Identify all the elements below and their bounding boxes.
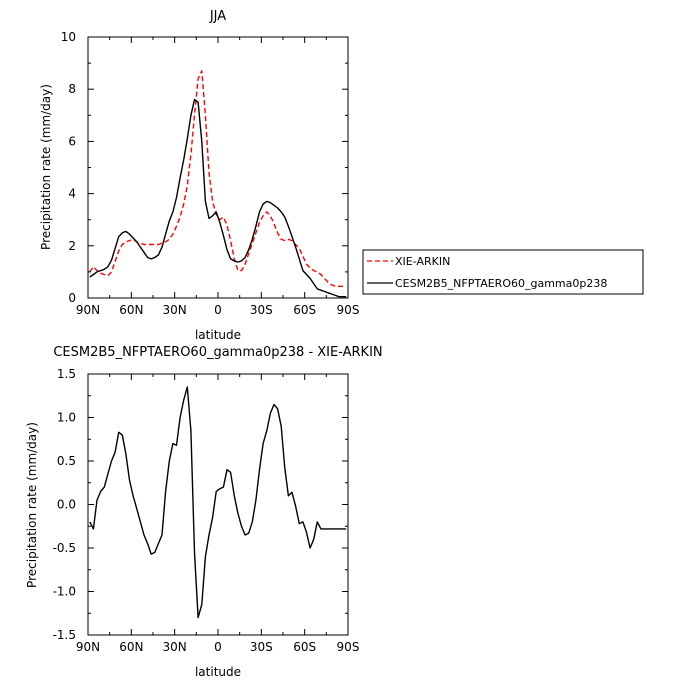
top-y-tick-label: 4 xyxy=(68,187,76,201)
bottom-x-tick-label: 60N xyxy=(119,640,143,654)
top-y-tick-label: 8 xyxy=(68,82,76,96)
bottom-x-tick-label: 90N xyxy=(76,640,100,654)
top-series-line-0 xyxy=(89,70,347,287)
bottom-x-tick-label: 0 xyxy=(214,640,222,654)
bottom-x-tick-label: 90S xyxy=(337,640,360,654)
legend: XIE-ARKIN CESM2B5_NFPTAERO60_gamma0p238 xyxy=(362,249,644,295)
top-y-tick-label: 10 xyxy=(61,30,76,44)
top-series-line-1 xyxy=(89,98,347,298)
bottom-y-axis-label: Precipitation rate (mm/day) xyxy=(25,422,39,588)
bottom-x-axis-label: latitude xyxy=(195,665,241,679)
top-x-tick-label: 90S xyxy=(337,303,360,317)
bottom-x-tick-label: 30N xyxy=(163,640,187,654)
bottom-y-tick-label: 1.0 xyxy=(57,411,76,425)
top-title: JJA xyxy=(209,9,226,24)
top-x-tick-label: 60N xyxy=(119,303,143,317)
top-y-tick-label: 0 xyxy=(68,291,76,305)
top-x-tick-label: 90N xyxy=(76,303,100,317)
bottom-series-group xyxy=(89,386,347,619)
top-plot-frame xyxy=(87,36,349,299)
legend-label-cesm: CESM2B5_NFPTAERO60_gamma0p238 xyxy=(395,277,607,290)
top-series-group xyxy=(89,70,347,298)
bottom-y-tick-label: -1.5 xyxy=(53,628,76,642)
top-x-axis-label: latitude xyxy=(195,328,241,342)
top-x-tick-label: 60S xyxy=(293,303,316,317)
top-y-tick-label: 6 xyxy=(68,134,76,148)
bottom-plot-frame xyxy=(87,373,349,636)
top-x-tick-label: 30S xyxy=(250,303,273,317)
top-y-tick-label: 2 xyxy=(68,239,76,253)
bottom-y-tick-label: 0.0 xyxy=(57,498,76,512)
bottom-title: CESM2B5_NFPTAERO60_gamma0p238 - XIE-ARKI… xyxy=(53,345,382,360)
top-y-axis-label: Precipitation rate (mm/day) xyxy=(39,84,53,250)
top-x-tick-label: 0 xyxy=(214,303,222,317)
legend-box xyxy=(362,249,644,295)
top-axes: 90N 60N 30N 0 30S 60S 90S 0 2 4 6 8 10 xyxy=(61,30,360,317)
bottom-y-tick-label: 0.5 xyxy=(57,454,76,468)
bottom-y-tick-label: -0.5 xyxy=(53,541,76,555)
legend-label-xie-arkin: XIE-ARKIN xyxy=(395,255,450,268)
bottom-axes: 90N 60N 30N 0 30S 60S 90S -1.5 -1.0 -0.5 0.0 0.5 1.0… xyxy=(53,367,360,654)
bottom-y-tick-label: -1.0 xyxy=(53,585,76,599)
bottom-x-tick-label: 30S xyxy=(250,640,273,654)
bottom-x-tick-label: 60S xyxy=(293,640,316,654)
top-x-tick-label: 30N xyxy=(163,303,187,317)
bottom-y-tick-label: 1.5 xyxy=(57,367,76,381)
bottom-panel: CESM2B5_NFPTAERO60_gamma0p238 - XIE-ARKI… xyxy=(25,345,383,679)
bottom-series-line-0 xyxy=(89,386,347,619)
